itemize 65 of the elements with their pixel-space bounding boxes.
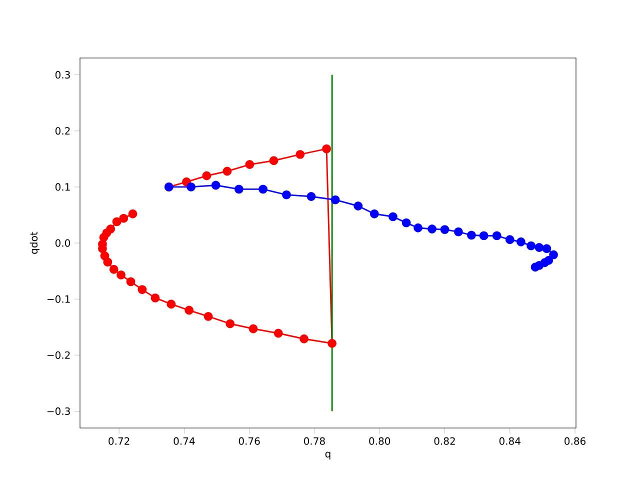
point [222, 166, 232, 176]
y-axis-title: qdot [30, 232, 40, 254]
point [112, 217, 122, 226]
y-tick-label: −0.2 [47, 351, 70, 359]
point [414, 223, 423, 232]
y-tick-label: −0.3 [47, 407, 70, 415]
point [184, 306, 194, 315]
point [274, 328, 283, 338]
point [138, 285, 147, 294]
point [248, 324, 258, 334]
point [492, 231, 502, 240]
y-tick-label: −0.1 [47, 295, 70, 303]
point [534, 243, 544, 252]
point [296, 150, 305, 159]
y-tick-label: 0.0 [55, 239, 70, 247]
point [282, 190, 291, 200]
point [166, 300, 176, 309]
x-tick-label: 0.82 [434, 437, 455, 445]
point [126, 277, 136, 286]
point [454, 227, 463, 236]
point [306, 192, 316, 201]
point [226, 319, 235, 328]
point [245, 160, 254, 169]
point [354, 202, 363, 210]
point [269, 156, 278, 166]
point [109, 264, 118, 274]
point [542, 244, 552, 254]
point [466, 230, 476, 240]
point [150, 293, 160, 302]
point [322, 144, 332, 154]
point [116, 270, 126, 280]
point [204, 312, 213, 321]
x-tick-label: 0.78 [304, 437, 325, 445]
point [300, 334, 309, 344]
point [258, 184, 268, 194]
y-tick-label: 0.2 [55, 127, 70, 135]
point [128, 209, 138, 218]
x-tick-label: 0.84 [499, 437, 520, 445]
point [186, 182, 196, 192]
y-tick-label: 0.3 [55, 71, 70, 79]
x-tick-label: 0.86 [564, 437, 586, 445]
point [202, 171, 212, 180]
x-tick-label: 0.80 [369, 437, 390, 445]
point [530, 262, 540, 272]
point [103, 258, 112, 267]
point [440, 225, 450, 234]
x-tick-label: 0.76 [238, 437, 260, 445]
point [119, 214, 128, 223]
point [234, 184, 244, 194]
point [549, 250, 558, 260]
point [328, 338, 337, 348]
y-tick-label: 0.1 [55, 183, 70, 191]
point [211, 180, 220, 190]
point [526, 241, 536, 250]
point [505, 235, 514, 244]
x-tick-label: 0.74 [174, 437, 195, 445]
point [370, 209, 379, 218]
x-tick-label: 0.72 [108, 437, 130, 445]
point [402, 218, 411, 228]
x-axis-title: q [325, 452, 330, 460]
point [388, 212, 398, 222]
point [428, 224, 437, 234]
point [330, 195, 340, 204]
point [516, 237, 526, 246]
point [479, 231, 488, 240]
